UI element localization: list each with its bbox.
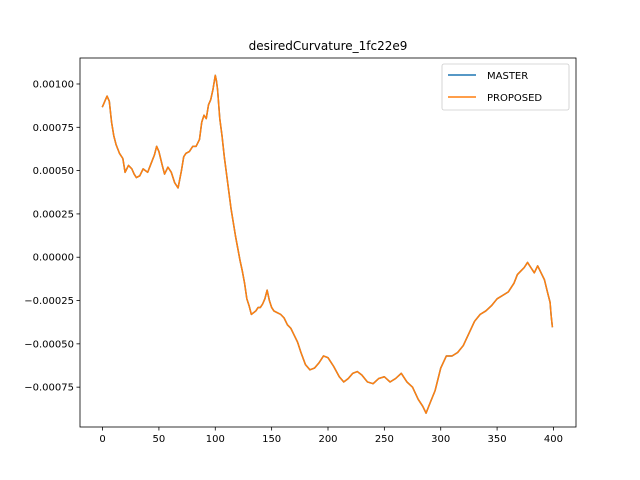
- axes-layer: 0 50 100 150 200 250 300 350 400 0.00100 0.00075 0.…: [24, 57, 577, 445]
- series-line-proposed: [101, 74, 554, 414]
- y-tick-label: 0.00025: [33, 209, 74, 220]
- legend-label-master: MASTER: [487, 71, 528, 82]
- x-tick-label: 100: [206, 434, 225, 445]
- chart-title: desiredCurvature_1fc22e9: [249, 39, 408, 53]
- x-tick-label: 350: [488, 434, 507, 445]
- x-tick-label: 0: [99, 434, 105, 445]
- y-tick-label: 0.00000: [33, 253, 74, 264]
- x-tick-label: 150: [262, 434, 281, 445]
- y-tick-label: 0.00100: [33, 79, 74, 90]
- y-tick-label: −0.00025: [24, 296, 74, 307]
- x-tick-label: 250: [375, 434, 394, 445]
- y-tick-label: −0.00075: [24, 383, 74, 394]
- series-layer: [101, 74, 554, 414]
- x-tick-label: 400: [544, 434, 563, 445]
- y-tick-label: 0.00075: [33, 123, 74, 134]
- legend: MASTER PROPOSED: [441, 63, 570, 111]
- legend-label-proposed: PROPOSED: [487, 93, 542, 104]
- y-tick-label: −0.00050: [24, 339, 74, 350]
- y-tick-label: 0.00050: [33, 166, 74, 177]
- x-tick-label: 50: [153, 434, 166, 445]
- x-tick-label: 200: [318, 434, 337, 445]
- x-tick-label: 300: [431, 434, 450, 445]
